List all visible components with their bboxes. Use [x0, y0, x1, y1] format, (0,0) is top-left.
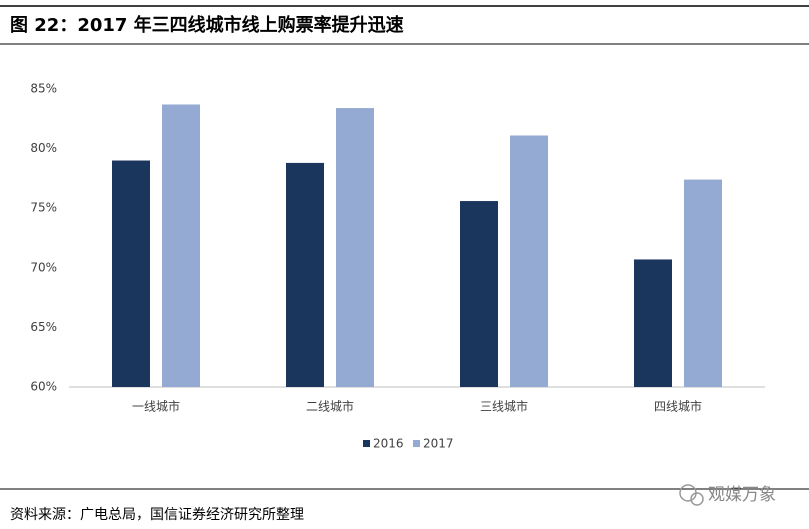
bar	[336, 108, 374, 388]
y-tick-label: 70%	[30, 260, 57, 274]
source-note: 资料来源：广电总局，国信证券经济研究所整理	[10, 507, 304, 523]
bar	[112, 160, 150, 387]
y-tick-label: 80%	[30, 141, 57, 155]
bar	[510, 135, 548, 387]
chart-title: 图 22：2017 年三四线城市线上购票率提升迅速	[10, 14, 404, 36]
legend-swatch	[363, 440, 370, 447]
legend-label: 2016	[373, 437, 404, 451]
y-tick-label: 60%	[30, 380, 57, 394]
y-tick-label: 65%	[30, 320, 57, 334]
x-tick-label: 一线城市	[132, 399, 180, 414]
bar	[162, 104, 200, 387]
y-tick-label: 85%	[30, 82, 57, 96]
legend-label: 2017	[423, 437, 454, 451]
watermark: 观媒万象	[708, 485, 776, 505]
x-tick-label: 三线城市	[480, 399, 528, 414]
watermark-icon	[679, 484, 704, 506]
y-tick-label: 75%	[30, 201, 57, 215]
bar	[684, 179, 722, 387]
bar	[634, 259, 672, 387]
x-tick-label: 四线城市	[654, 399, 702, 414]
bar	[286, 162, 324, 387]
legend-swatch	[413, 440, 420, 447]
bar	[460, 201, 498, 387]
x-tick-label: 二线城市	[306, 399, 354, 414]
